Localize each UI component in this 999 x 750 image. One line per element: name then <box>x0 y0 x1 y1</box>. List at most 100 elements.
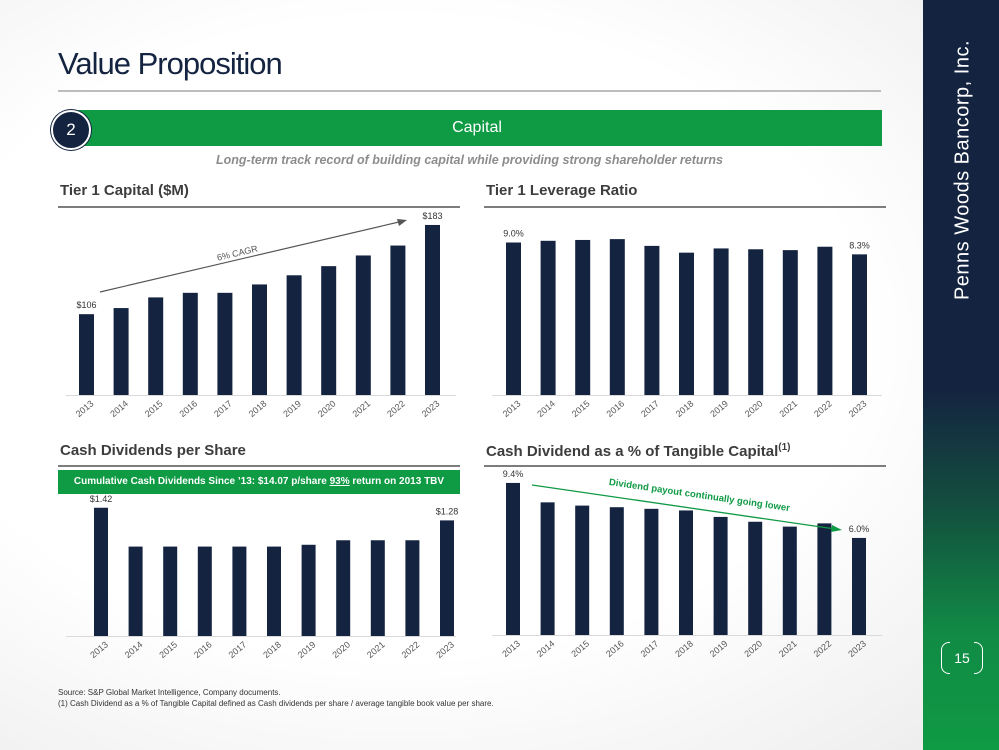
payout-annotation: Dividend payout continually going lower <box>608 477 791 514</box>
x-tick-label: 2018 <box>247 398 269 419</box>
bar-2014 <box>113 308 129 395</box>
data-label: $106 <box>76 300 96 310</box>
x-tick-label: 2013 <box>501 398 523 419</box>
x-tick-label: 2014 <box>123 639 145 660</box>
x-tick-label: 2023 <box>846 638 868 659</box>
x-tick-label: 2023 <box>847 398 869 419</box>
x-tick-label: 2016 <box>604 398 626 419</box>
x-tick-label: 2017 <box>639 638 661 659</box>
bar-2018 <box>267 546 281 636</box>
x-tick-label: 2020 <box>742 638 764 659</box>
bar-2021 <box>355 255 371 395</box>
x-tick-label: 2018 <box>261 639 283 660</box>
x-tick-label: 2019 <box>708 638 730 659</box>
x-tick-label: 2017 <box>639 398 661 419</box>
x-tick-label: 2019 <box>296 639 318 660</box>
cagr-arrow-line <box>99 220 402 293</box>
bar-2020 <box>336 540 351 636</box>
cumulative-dividends-callout: Cumulative Cash Dividends Since ’13: $14… <box>58 470 460 494</box>
bar-2023 <box>852 254 867 395</box>
data-label: $183 <box>422 211 442 221</box>
x-tick-label: 2022 <box>812 638 834 659</box>
payout-arrow-head <box>831 525 842 532</box>
definition-footnote: (1) Cash Dividend as a % of Tangible Cap… <box>58 699 494 708</box>
bar-2016 <box>197 546 212 636</box>
bar-2017 <box>644 245 660 395</box>
bar-2016 <box>182 292 198 395</box>
data-label: 9.0% <box>503 229 524 239</box>
x-tick-label: 2021 <box>777 638 799 659</box>
cagr-arrow-head <box>397 219 407 226</box>
x-tick-label: 2017 <box>227 639 249 660</box>
x-tick-label: 2022 <box>812 398 834 419</box>
section-banner: Capital <box>72 110 882 146</box>
chart-title-dividend-pct-superscript: (1) <box>778 442 791 453</box>
chart-divider-tier1-capital <box>58 206 460 208</box>
x-tick-label: 2020 <box>330 639 352 660</box>
x-tick-label: 2018 <box>674 398 696 419</box>
x-tick-label: 2015 <box>143 398 165 419</box>
bar-2021 <box>782 250 798 395</box>
callout-suffix: return on 2013 TBV <box>349 476 445 487</box>
source-footnote: Source: S&P Global Market Intelligence, … <box>58 688 281 697</box>
x-tick-label: 2020 <box>743 398 765 419</box>
bar-2020 <box>748 249 764 395</box>
bar-2015 <box>575 239 591 395</box>
x-tick-label: 2023 <box>434 639 456 660</box>
data-label: 9.4% <box>503 469 524 479</box>
x-tick-label: 2016 <box>192 639 214 660</box>
x-tick-label: 2020 <box>316 398 338 419</box>
x-tick-label: 2021 <box>777 398 799 419</box>
bar-2016 <box>609 507 624 635</box>
x-tick-label: 2021 <box>365 639 387 660</box>
data-label: $1.28 <box>436 506 459 516</box>
x-tick-label: 2014 <box>535 398 557 419</box>
title-divider <box>58 90 881 92</box>
bar-2023 <box>852 537 866 635</box>
bar-2022 <box>817 523 832 635</box>
callout-highlight: 93% <box>329 476 350 487</box>
section-number-badge: 2 <box>51 110 91 150</box>
x-tick-label: 2018 <box>673 638 695 659</box>
chart-title-leverage-ratio: Tier 1 Leverage Ratio <box>486 182 638 199</box>
x-tick-label: 2022 <box>385 398 407 419</box>
chart-tier1-capital: 2013 2014 2015 2016 2017 2018 2019 2020 2021 2022… <box>66 211 456 419</box>
bar-2022 <box>405 540 420 636</box>
chart-title-dividend-pct-text: Cash Dividend as a % of Tangible Capital <box>486 443 779 460</box>
x-tick-label: 2019 <box>708 398 730 419</box>
page-number-text: 15 <box>954 650 970 666</box>
bar-2015 <box>575 505 590 635</box>
bar-2020 <box>321 266 337 395</box>
page-title: Value Proposition <box>58 46 283 81</box>
data-label: $1.42 <box>90 494 113 504</box>
bar-2023 <box>440 520 454 636</box>
section-subtitle: Long-term track record of building capit… <box>215 153 723 167</box>
data-label: 6.0% <box>849 524 870 534</box>
bar-2014 <box>540 240 556 395</box>
x-tick-label: 2015 <box>570 398 592 419</box>
x-tick-label: 2016 <box>604 638 626 659</box>
x-tick-label: 2022 <box>400 639 422 660</box>
x-tick-label: 2015 <box>569 638 591 659</box>
right-bracket <box>974 642 983 674</box>
callout-prefix: Cumulative Cash Dividends Since ’13: $14… <box>73 476 330 487</box>
bar-2020 <box>748 521 763 635</box>
bar-2014 <box>540 502 555 635</box>
bar-2018 <box>679 510 693 635</box>
bar-2023 <box>425 224 440 395</box>
bar-2022 <box>390 245 406 395</box>
x-tick-label: 2013 <box>74 398 96 419</box>
bar-2021 <box>782 526 797 635</box>
x-tick-label: 2021 <box>350 398 372 419</box>
x-tick-label: 2013 <box>500 638 522 659</box>
x-tick-label: 2023 <box>420 398 442 419</box>
x-tick-label: 2016 <box>177 398 199 419</box>
x-tick-label: 2014 <box>535 638 557 659</box>
sidebar <box>923 0 999 750</box>
chart-divider-leverage-ratio <box>484 206 886 208</box>
bar-2016 <box>609 239 625 395</box>
payout-arrow-line <box>531 484 836 530</box>
bar-2017 <box>217 292 233 395</box>
bar-2013 <box>506 242 521 395</box>
bar-2019 <box>301 544 316 636</box>
